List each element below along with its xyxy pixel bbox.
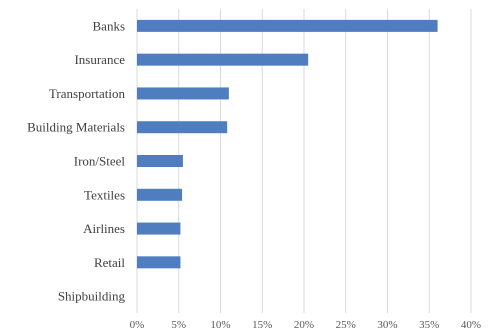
x-tick-label: 15% <box>252 319 272 331</box>
x-tick-label: 0% <box>130 319 145 331</box>
category-label: Banks <box>93 18 126 33</box>
bar-iron-steel <box>137 155 183 167</box>
bar-banks <box>137 19 438 32</box>
category-labels: Banks Insurance Transportation Building Mat… <box>27 18 125 303</box>
category-label: Shipbuilding <box>58 289 126 304</box>
category-label: Textiles <box>84 187 125 202</box>
x-tick-label: 10% <box>210 319 230 331</box>
category-label: Building Materials <box>27 120 125 135</box>
bar-building-materials <box>137 121 228 134</box>
bars <box>137 19 438 269</box>
x-tick-label: 20% <box>294 319 314 331</box>
bar-retail <box>137 256 181 269</box>
bar-insurance <box>137 53 309 66</box>
x-tick-label: 25% <box>336 319 356 331</box>
category-label: Iron/Steel <box>74 154 126 169</box>
x-axis-tick-labels: 0% 5% 10% 15% 20% 25% 30% 35% 40% <box>130 319 481 331</box>
category-label: Transportation <box>49 86 126 101</box>
x-tick-label: 30% <box>377 319 397 331</box>
bar-airlines <box>137 222 181 235</box>
category-label: Airlines <box>83 221 125 236</box>
bar-textiles <box>137 188 183 201</box>
category-label: Insurance <box>74 52 125 67</box>
x-tick-label: 5% <box>171 319 186 331</box>
category-label: Retail <box>94 255 125 270</box>
x-tick-label: 40% <box>461 319 481 331</box>
x-tick-label: 35% <box>419 319 439 331</box>
bar-transportation <box>137 87 229 100</box>
